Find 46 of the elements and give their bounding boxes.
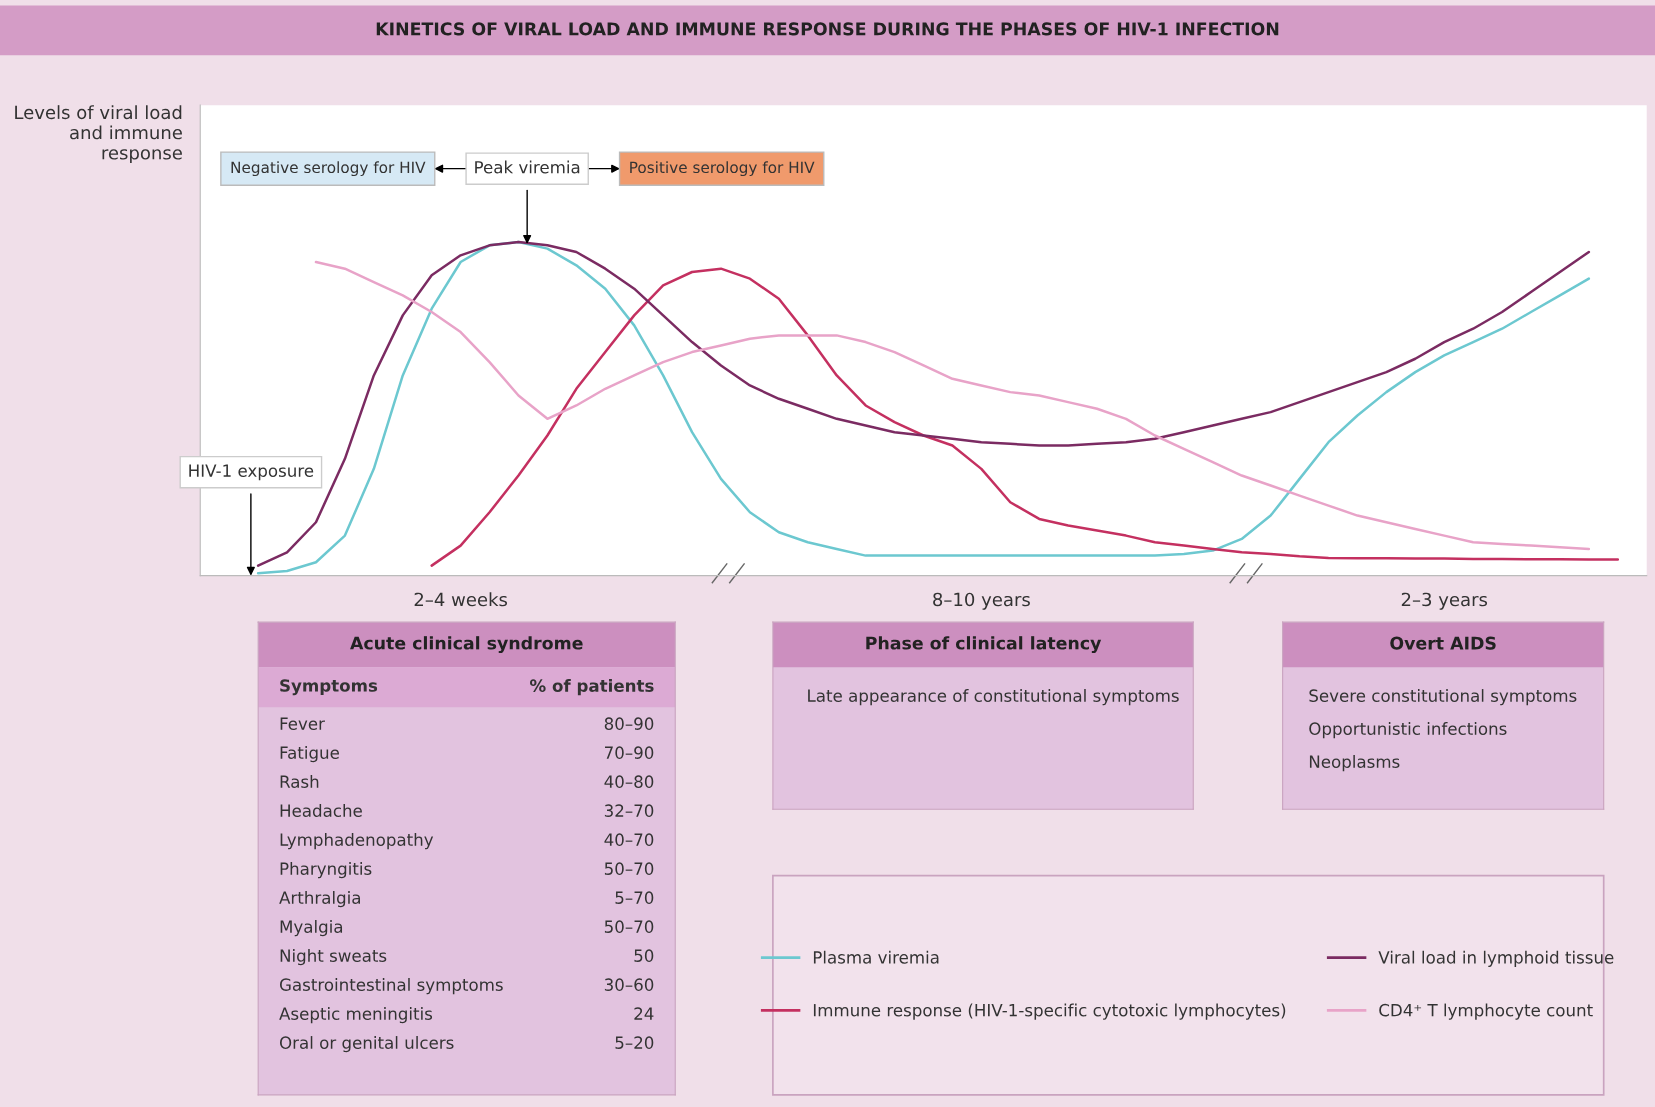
text: Overt AIDS	[1390, 636, 1496, 650]
text: Negative serology for HIV	[231, 161, 426, 177]
text: Positive serology for HIV	[630, 161, 815, 177]
text: 40–70	[604, 833, 654, 846]
text: Pharyngitis	[280, 862, 372, 879]
text: Phase of clinical latency	[866, 636, 1102, 654]
legend-label: CD4⁺ T lymphocyte count	[1379, 1003, 1593, 1020]
text: Peak viremia	[475, 160, 580, 174]
text: 40–80	[604, 775, 654, 788]
x-tick-label: 8–10 years	[933, 592, 1030, 610]
text: Lymphadenopathy	[280, 833, 434, 850]
legend-label: Plasma viremia	[813, 950, 939, 964]
x-tick-label: 2–3 years	[1401, 592, 1488, 610]
text: Severe constitutional symptoms	[1309, 689, 1577, 706]
text: 5–20	[615, 1036, 654, 1049]
text: 50–70	[604, 920, 654, 933]
text: Fatigue	[280, 746, 339, 763]
text: Symptoms	[280, 679, 378, 696]
text: 50	[634, 949, 654, 962]
y-axis-title: Levels of viral load and immune response	[15, 105, 182, 164]
text: 80–90	[604, 717, 654, 730]
text: Acute clinical syndrome	[350, 636, 583, 654]
text: Neoplasms	[1309, 755, 1400, 772]
annotation: HIV-1 exposure	[189, 464, 314, 481]
x-tick-label: 2–4 weeks	[414, 592, 508, 607]
text: Opportunistic infections	[1309, 722, 1507, 739]
text: Arthralgia	[279, 891, 360, 908]
text: Myalgia	[280, 920, 343, 937]
chart-title: KINETICS OF VIRAL LOAD AND IMMUNE RESPONSE DURING THE PHASES OF HIV-1 INFECTION	[376, 22, 1279, 36]
text: 24	[634, 1007, 654, 1020]
text: Aseptic meningitis	[279, 1007, 433, 1024]
text: 30–60	[604, 978, 654, 991]
legend-label: Viral load in lymphoid tissue	[1378, 950, 1614, 967]
text: Late appearance of constitutional symptoms	[808, 689, 1179, 706]
text: 5–70	[615, 891, 654, 904]
text: Headache	[280, 804, 362, 817]
text: Fever	[280, 717, 325, 730]
text: Gastrointestinal symptoms	[279, 978, 503, 995]
text: 32–70	[604, 804, 654, 817]
text: 50–70	[604, 862, 654, 875]
text: Rash	[280, 775, 319, 788]
text: Night sweats	[280, 949, 387, 966]
text: Oral or genital ulcers	[279, 1036, 454, 1053]
text: % of patients	[530, 679, 654, 696]
text: 70–90	[605, 746, 654, 759]
legend-label: Immune response (HIV-1-specific cytotoxic lymphocytes)	[813, 1003, 1286, 1020]
